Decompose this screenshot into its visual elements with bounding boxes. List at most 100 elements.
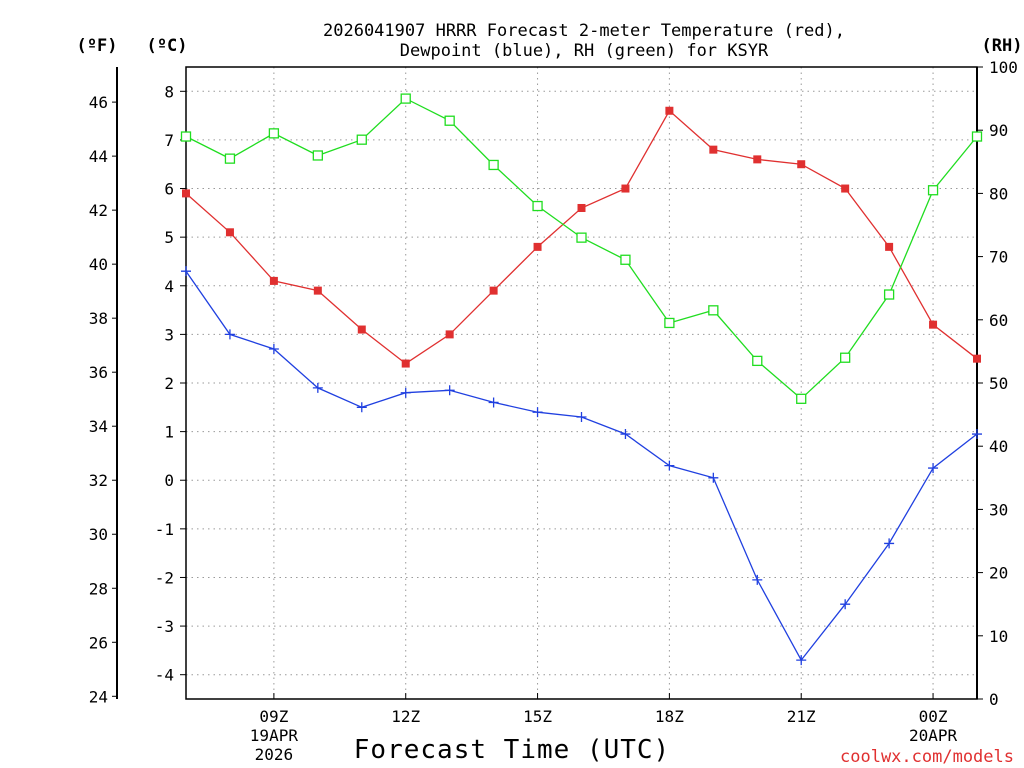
dewpoint-point bbox=[928, 463, 939, 474]
dewpoint-point bbox=[620, 429, 631, 440]
rh-point bbox=[312, 150, 323, 161]
temperature-point bbox=[577, 203, 586, 212]
rh-tick-label: 90 bbox=[989, 121, 1008, 140]
rh-tick-label: 50 bbox=[989, 374, 1008, 393]
dewpoint-point bbox=[576, 412, 587, 423]
celsius-unit-label: (ºC) bbox=[147, 36, 188, 56]
fahrenheit-tick-label: 32 bbox=[89, 471, 108, 490]
x-axis-title: Forecast Time (UTC) bbox=[354, 735, 670, 765]
temperature-point bbox=[621, 184, 630, 193]
temperature-point bbox=[753, 155, 762, 164]
time-tick-label: 15Z bbox=[523, 707, 552, 726]
rh-tick-label: 40 bbox=[989, 437, 1008, 456]
temperature-point bbox=[885, 242, 894, 251]
temperature-point bbox=[841, 184, 850, 193]
rh-line bbox=[185, 97, 978, 400]
dewpoint-point bbox=[488, 397, 499, 408]
rh-point bbox=[796, 393, 807, 404]
celsius-tick-label: 5 bbox=[164, 228, 174, 247]
fahrenheit-tick-label: 40 bbox=[89, 255, 108, 274]
rh-point bbox=[444, 115, 455, 126]
fahrenheit-unit-label: (ºF) bbox=[77, 36, 118, 56]
fahrenheit-tick-label: 24 bbox=[89, 687, 108, 706]
dewpoint-point bbox=[312, 382, 323, 393]
fahrenheit-axis: 46 44 42 40 38 36 34 32 30 28 26 24 bbox=[89, 93, 117, 706]
temperature-point bbox=[533, 242, 542, 251]
dewpoint-point bbox=[181, 266, 191, 277]
dewpoint-point bbox=[664, 460, 675, 471]
dewpoint-point bbox=[444, 385, 455, 396]
celsius-tick-label: 7 bbox=[164, 131, 174, 150]
rh-point bbox=[840, 352, 851, 363]
fahrenheit-tick-label: 44 bbox=[89, 147, 108, 166]
temperature-point bbox=[665, 106, 674, 115]
rh-point bbox=[488, 159, 499, 171]
time-tick-label: 12Z bbox=[391, 707, 420, 726]
dewpoint-point bbox=[356, 402, 367, 413]
celsius-tick-label: -1 bbox=[155, 520, 174, 539]
dewpoint-point bbox=[400, 387, 411, 398]
celsius-tick-label: 4 bbox=[164, 277, 174, 296]
time-tick-year: 2026 bbox=[255, 745, 294, 764]
time-tick-label: 09Z bbox=[259, 707, 288, 726]
time-tick-label: 18Z bbox=[655, 707, 684, 726]
time-tick-label: 00Z bbox=[919, 707, 948, 726]
celsius-tick-label: -3 bbox=[155, 617, 174, 636]
temperature-point bbox=[929, 320, 938, 329]
rh-tick-label: 20 bbox=[989, 564, 1008, 583]
temperature-point bbox=[401, 359, 410, 368]
fahrenheit-tick-label: 38 bbox=[89, 309, 108, 328]
celsius-tick-label: 8 bbox=[164, 82, 174, 101]
dewpoint-point bbox=[708, 472, 719, 483]
rh-point bbox=[620, 254, 631, 265]
dewpoint-line bbox=[185, 270, 978, 662]
source-credit: coolwx.com/models bbox=[840, 747, 1014, 767]
fahrenheit-tick-label: 36 bbox=[89, 363, 108, 382]
rh-tick-label: 10 bbox=[989, 627, 1008, 646]
dewpoint-point bbox=[532, 407, 543, 418]
time-tick-date: 20APR bbox=[909, 726, 958, 745]
fahrenheit-tick-label: 34 bbox=[89, 417, 108, 436]
rh-tick-label: 80 bbox=[989, 184, 1008, 203]
dewpoint-point bbox=[796, 655, 807, 666]
time-tick-label: 21Z bbox=[787, 707, 816, 726]
celsius-axis: 8 7 6 5 4 3 2 1 0 -1 -2 -3 -4 bbox=[155, 82, 186, 685]
temperature-point bbox=[313, 286, 322, 295]
rh-point bbox=[752, 355, 763, 367]
rh-point bbox=[400, 93, 411, 104]
dewpoint-point bbox=[224, 329, 235, 340]
temperature-point bbox=[269, 276, 278, 285]
rh-point bbox=[883, 289, 895, 300]
fahrenheit-tick-label: 46 bbox=[89, 93, 108, 112]
celsius-tick-label: 0 bbox=[164, 471, 174, 490]
temperature-point bbox=[489, 286, 498, 295]
rh-unit-label: (RH) bbox=[982, 36, 1023, 56]
temperature-point bbox=[182, 189, 190, 198]
celsius-tick-label: 2 bbox=[164, 374, 174, 393]
rh-point bbox=[927, 185, 939, 196]
time-tick-date: 19APR bbox=[250, 726, 299, 745]
dewpoint-point bbox=[268, 343, 279, 354]
rh-point bbox=[356, 134, 367, 145]
series-layer bbox=[180, 93, 983, 666]
dewpoint-point bbox=[884, 538, 895, 549]
rh-point bbox=[180, 131, 192, 142]
rh-tick-label: 60 bbox=[989, 311, 1008, 330]
rh-point bbox=[971, 131, 983, 142]
rh-tick-label: 70 bbox=[989, 248, 1008, 267]
temperature-point bbox=[709, 145, 718, 154]
dewpoint-point bbox=[972, 429, 982, 440]
rh-point bbox=[664, 317, 675, 329]
temperature-point bbox=[225, 228, 234, 237]
fahrenheit-tick-label: 26 bbox=[89, 633, 108, 652]
fahrenheit-tick-label: 28 bbox=[89, 579, 108, 598]
rh-point bbox=[576, 232, 587, 243]
rh-point bbox=[224, 153, 236, 164]
fahrenheit-tick-label: 30 bbox=[89, 525, 108, 544]
rh-tick-label: 100 bbox=[989, 58, 1018, 77]
chart-title-line-2: Dewpoint (blue), RH (green) for KSYR bbox=[400, 41, 769, 61]
temperature-point bbox=[357, 325, 366, 334]
